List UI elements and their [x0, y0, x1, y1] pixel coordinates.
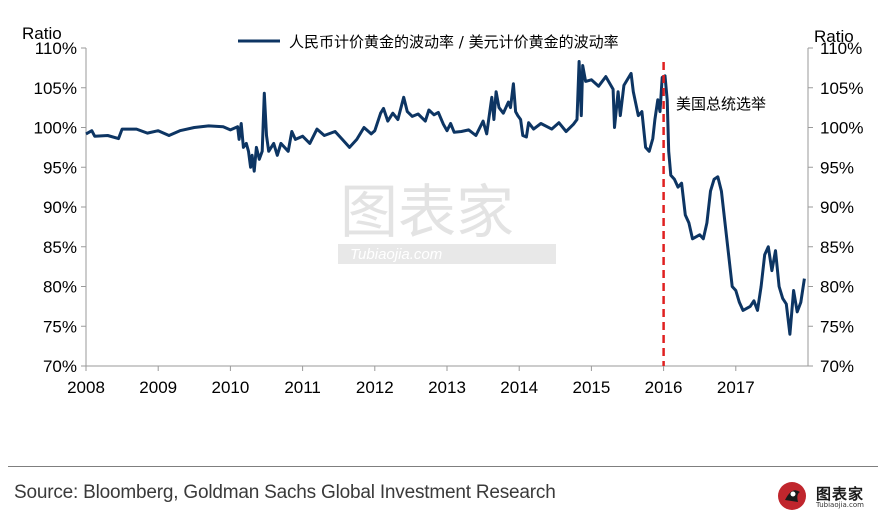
right-y-axis-ticks: 70% 75% 80% 85% 90% 95% 100% 105% 110% [808, 39, 863, 376]
y-tick-label-left: 75% [43, 317, 77, 336]
logo-text: 图表家 [816, 485, 865, 503]
x-axis-ticks: 2008 2009 2010 2011 2012 2013 2014 2015 2016 2017 [67, 366, 755, 397]
watermark-sub-text: Tubiaojia.com [350, 246, 442, 263]
y-tick-label-left: 90% [43, 198, 77, 217]
x-tick-label: 2015 [572, 378, 610, 397]
watermark: 图表家 Tubiaojia.com [338, 178, 556, 264]
legend-label: 人民币计价黄金的波动率 / 美元计价黄金的波动率 [289, 33, 619, 51]
x-tick-label: 2008 [67, 378, 105, 397]
x-tick-label: 2013 [428, 378, 466, 397]
x-tick-label: 2009 [139, 378, 177, 397]
left-y-axis-title: Ratio [22, 24, 62, 43]
x-tick-label: 2011 [284, 378, 321, 397]
watermark-band [338, 244, 556, 264]
y-tick-label-left: 80% [43, 278, 77, 297]
source-text: Source: Bloomberg, Goldman Sachs Global … [14, 482, 556, 503]
source-divider [8, 466, 878, 467]
brand-logo: 图表家 Tubiaojia.com [776, 480, 880, 512]
y-tick-label-right: 95% [820, 158, 854, 177]
x-tick-label: 2012 [356, 378, 394, 397]
x-tick-label: 2010 [211, 378, 249, 397]
left-y-axis-ticks: 70% 75% 80% 85% 90% 95% 100% 105% 110% [34, 39, 86, 376]
y-tick-label-left: 105% [34, 79, 77, 98]
y-tick-label-left: 110% [35, 39, 77, 58]
series-layer [85, 60, 806, 336]
y-tick-label-right: 85% [820, 238, 854, 257]
x-tick-label: 2014 [500, 378, 538, 397]
y-tick-label-right: 90% [820, 198, 854, 217]
x-tick-label: 2016 [645, 378, 683, 397]
logo-subtext: Tubiaojia.com [816, 501, 864, 509]
y-tick-label-right: 100% [820, 119, 863, 138]
y-tick-label-left: 70% [43, 357, 77, 376]
chart: 图表家 Tubiaojia.com 70% 75% 80% 85% 90% 95% 100%… [22, 24, 863, 397]
y-tick-label-right: 110% [820, 39, 862, 58]
y-tick-label-right: 80% [820, 278, 854, 297]
logo-icon [778, 482, 806, 510]
y-tick-label-left: 85% [43, 238, 77, 257]
legend: 人民币计价黄金的波动率 / 美元计价黄金的波动率 [238, 33, 619, 51]
y-tick-label-right: 70% [820, 357, 854, 376]
y-tick-label-left: 95% [43, 158, 77, 177]
series-line [85, 60, 806, 336]
x-tick-label: 2017 [717, 378, 755, 397]
y-tick-label-right: 105% [820, 79, 863, 98]
y-tick-label-right: 75% [820, 317, 854, 336]
watermark-main-text: 图表家 [340, 178, 514, 246]
right-y-axis-title: Ratio [814, 27, 854, 46]
election-annotation: 美国总统选举 [676, 95, 766, 113]
y-tick-label-left: 100% [34, 119, 77, 138]
